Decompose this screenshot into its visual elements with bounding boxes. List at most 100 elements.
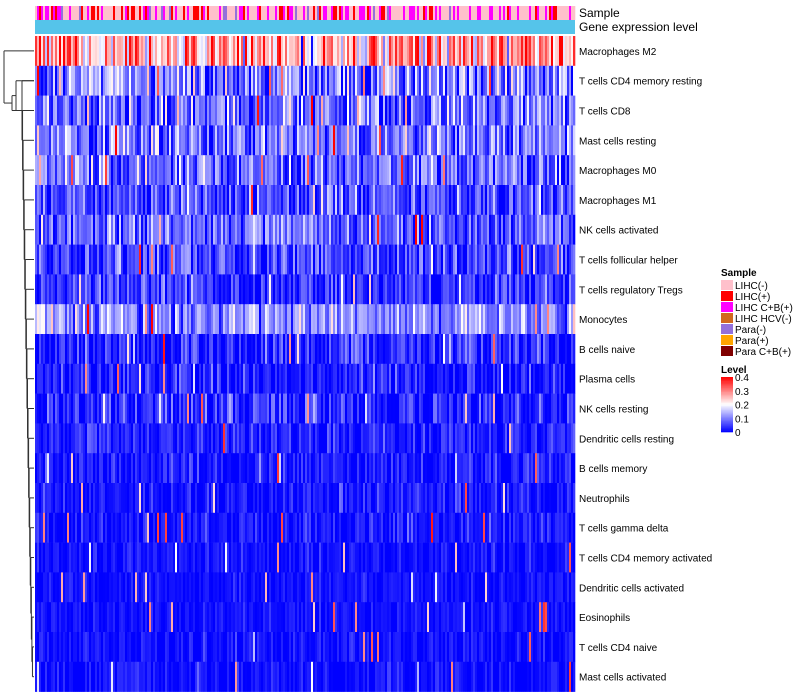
- heatmap-cell: [97, 155, 100, 186]
- heatmap-cell: [427, 334, 430, 365]
- heatmap-cell: [267, 95, 270, 126]
- heatmap-cell: [509, 334, 512, 365]
- heatmap-cell: [279, 453, 282, 484]
- heatmap-cell: [227, 65, 230, 96]
- heatmap-cell: [127, 185, 130, 216]
- heatmap-cell: [567, 214, 570, 245]
- heatmap-cell: [163, 363, 166, 394]
- heatmap-cell: [419, 214, 422, 245]
- heatmap-cell: [205, 185, 208, 216]
- heatmap-cell: [81, 363, 84, 394]
- heatmap-cell: [473, 214, 476, 245]
- heatmap-cell: [335, 334, 338, 365]
- heatmap-cell: [173, 244, 176, 275]
- heatmap-cell: [59, 274, 62, 305]
- heatmap-cell: [129, 393, 132, 424]
- heatmap-cell: [303, 334, 306, 365]
- heatmap-cell: [71, 274, 74, 305]
- heatmap-cell: [449, 125, 452, 156]
- heatmap-cell: [479, 185, 482, 216]
- heatmap-cell: [461, 185, 464, 216]
- heatmap-cell: [199, 214, 202, 245]
- heatmap-cell: [561, 244, 564, 275]
- heatmap-cell: [49, 542, 52, 573]
- heatmap-cell: [229, 363, 232, 394]
- heatmap-cell: [333, 274, 336, 305]
- heatmap-cell: [361, 274, 364, 305]
- heatmap-cell: [315, 65, 318, 96]
- heatmap-cell: [343, 155, 346, 186]
- heatmap-cell: [517, 453, 520, 484]
- heatmap-cell: [363, 214, 366, 245]
- heatmap-cell: [211, 274, 214, 305]
- heatmap-cell: [241, 214, 244, 245]
- heatmap-cell: [547, 304, 550, 335]
- sample-annotation-cell: [181, 6, 184, 20]
- heatmap-cell: [191, 155, 194, 186]
- heatmap-cell: [417, 363, 420, 394]
- heatmap-cell: [137, 65, 140, 96]
- heatmap-cell: [405, 393, 408, 424]
- heatmap-cell: [45, 304, 48, 335]
- sample-annotation-cell: [35, 6, 38, 20]
- heatmap-cell: [365, 65, 368, 96]
- sample-annotation-cell: [301, 6, 304, 20]
- heatmap-cell: [43, 363, 46, 394]
- heatmap-cell: [301, 244, 304, 275]
- heatmap-cell: [313, 334, 316, 365]
- heatmap-cell: [233, 125, 236, 156]
- heatmap-cell: [111, 512, 114, 543]
- heatmap-cell: [133, 214, 136, 245]
- heatmap-cell: [329, 334, 332, 365]
- heatmap-cell: [107, 125, 110, 156]
- heatmap-cell: [533, 393, 536, 424]
- heatmap-cell: [203, 512, 206, 543]
- sample-annotation-cell: [225, 6, 228, 20]
- heatmap-cell: [237, 65, 240, 96]
- heatmap-cell: [399, 483, 402, 514]
- heatmap-cell: [403, 334, 406, 365]
- heatmap-cell: [527, 244, 530, 275]
- heatmap-cell: [157, 304, 160, 335]
- heatmap-cell: [57, 214, 60, 245]
- heatmap-cell: [283, 334, 286, 365]
- heatmap-cell: [237, 214, 240, 245]
- heatmap-cell: [65, 95, 68, 126]
- heatmap-cell: [409, 244, 412, 275]
- heatmap-cell: [531, 304, 534, 335]
- sample-annotation-cell: [379, 6, 382, 20]
- heatmap-cell: [479, 453, 482, 484]
- heatmap-cell: [239, 304, 242, 335]
- heatmap-cell: [399, 423, 402, 454]
- heatmap-cell: [463, 453, 466, 484]
- heatmap-cell: [441, 125, 444, 156]
- heatmap-cell: [553, 95, 556, 126]
- heatmap-cell: [79, 393, 82, 424]
- heatmap-cell: [65, 36, 68, 67]
- heatmap-cell: [493, 65, 496, 96]
- heatmap-cell: [53, 363, 56, 394]
- heatmap-cell: [335, 512, 338, 543]
- heatmap-cell: [91, 214, 94, 245]
- heatmap-cell: [99, 512, 102, 543]
- heatmap-cell: [537, 363, 540, 394]
- heatmap-cell: [551, 36, 554, 67]
- heatmap-cell: [233, 65, 236, 96]
- heatmap-cell: [93, 423, 96, 454]
- heatmap-cell: [349, 125, 352, 156]
- heatmap-cell: [199, 244, 202, 275]
- heatmap-cell: [35, 512, 38, 543]
- heatmap-cell: [63, 453, 66, 484]
- heatmap-cell: [217, 512, 220, 543]
- heatmap-cell: [177, 185, 180, 216]
- sample-annotation-cell: [227, 6, 230, 20]
- heatmap-cell: [383, 155, 386, 186]
- heatmap-cell: [553, 125, 556, 156]
- heatmap-cell: [415, 214, 418, 245]
- heatmap-cell: [405, 155, 408, 186]
- heatmap-cell: [361, 393, 364, 424]
- sample-annotation-cell: [439, 6, 442, 20]
- heatmap-cell: [413, 185, 416, 216]
- heatmap-cell: [85, 423, 88, 454]
- heatmap-cell: [471, 483, 474, 514]
